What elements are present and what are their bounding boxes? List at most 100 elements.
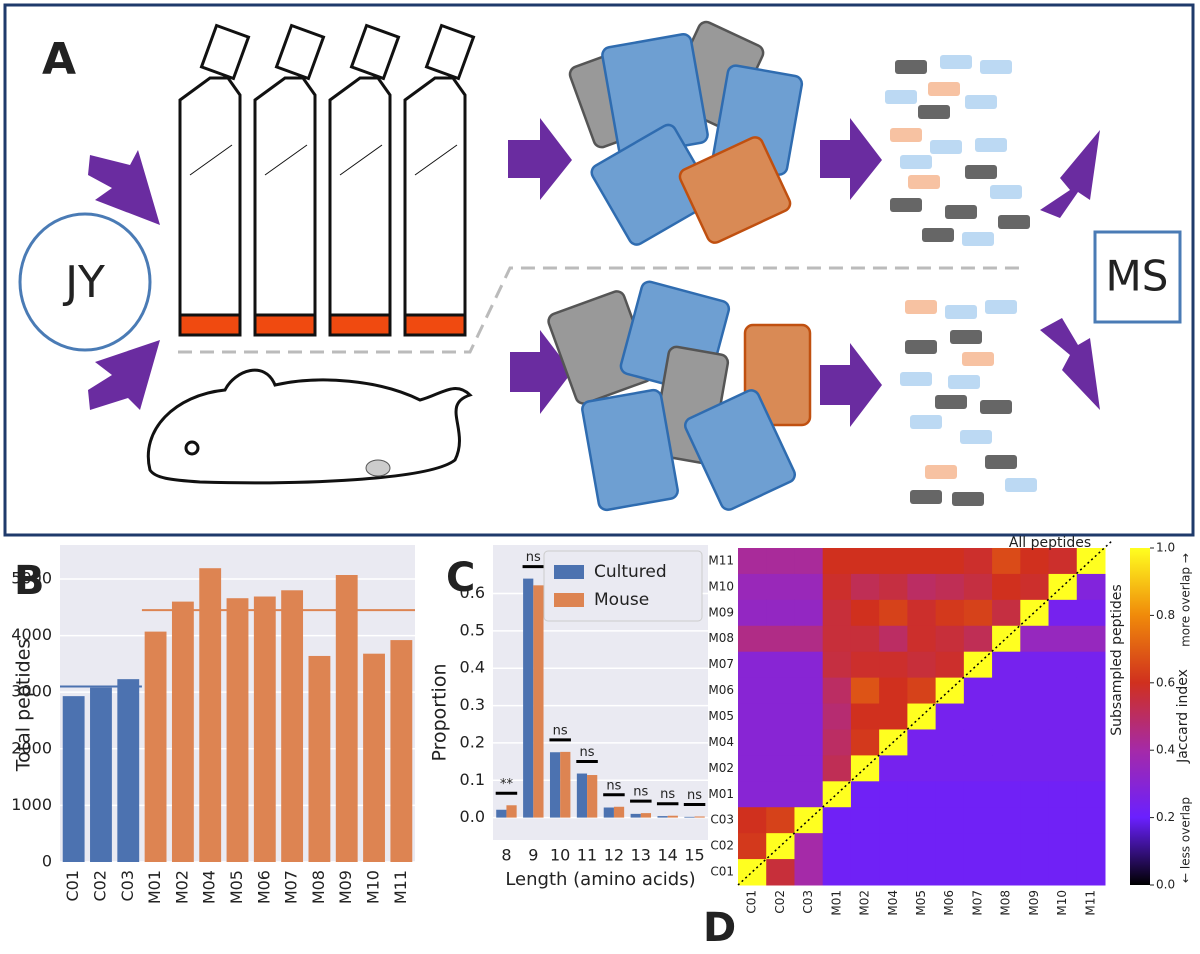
colorbar-bottom-note: ← less overlap [1179,797,1193,883]
x-tick-label: M02 [172,870,191,904]
heatmap-cell [1048,781,1078,808]
heatmap-cell [766,807,795,834]
heatmap-cell [822,677,852,705]
significance-label: ns [580,745,595,760]
heatmap-cell [822,625,852,653]
heatmap-cell [963,599,993,627]
row-label: M09 [708,605,734,619]
heatmap-cell [1076,651,1106,679]
panel-label: D [703,905,736,951]
divider [178,266,1020,354]
heatmap-cell [738,677,767,705]
column-label: M04 [886,890,900,916]
arrow [820,343,882,427]
heatmap-cell [1048,677,1078,705]
heatmap-cell [935,859,965,886]
bar [390,640,413,862]
heatmap-cell [766,781,795,808]
bar [90,687,112,862]
heatmap-cell [766,625,795,653]
heatmap-cell [822,599,852,627]
y-tick-label: 1000 [11,795,52,814]
heatmap-cell [794,625,824,653]
heatmap-cell [794,781,824,808]
bar [667,815,678,818]
heatmap-cell [794,755,824,782]
x-tick-label: C02 [90,870,109,902]
heatmap-cell [738,807,767,834]
arrow [510,330,572,414]
bar [560,751,571,818]
bar [576,773,588,818]
bar [117,679,140,862]
heatmap-cell [879,651,908,679]
peptides [885,55,1037,506]
heatmap-cell [907,859,937,886]
heatmap-cell [879,781,908,808]
x-tick-label: M01 [145,870,164,904]
heatmap-cell [850,859,880,886]
heatmap-cell [822,651,852,679]
x-tick-label: 10 [550,846,570,865]
heatmap-cell [1020,729,1050,756]
row-label: M11 [708,553,734,567]
heatmap-cell [794,859,824,886]
colorbar [1130,548,1150,885]
bar [694,816,705,818]
heatmap-cell [1076,599,1106,627]
x-axis-label: Length (amino acids) [505,869,695,890]
heatmap-cell [1020,677,1050,705]
heatmap-cell [738,833,767,860]
bar [281,590,304,862]
heatmap-cell [794,677,824,705]
bar [171,601,194,862]
y-tick-label: 0.2 [460,732,485,751]
x-tick-label: M07 [282,870,301,904]
y-tick-label: 5000 [11,568,52,587]
y-tick-label: 4000 [11,625,52,644]
heatmap-cell [935,625,965,653]
heatmap-cell [992,651,1021,679]
heatmap-cell [766,729,795,756]
heatmap-cell [992,703,1021,730]
significance-label: ns [687,788,702,803]
x-tick-label: M11 [391,870,410,904]
arrow [88,340,160,410]
heatmap-cell [935,703,965,730]
flasks [178,23,476,337]
heatmap-cell [907,807,937,834]
x-tick-label: M05 [227,870,246,904]
column-label: M10 [1055,890,1069,916]
heatmap-cell [850,703,880,730]
heatmap-cell [738,625,767,653]
row-label: C01 [710,865,734,879]
heatmap-cell [907,599,937,627]
x-tick-label: 9 [528,846,538,865]
legend-label: Mouse [594,590,649,610]
arrow [1040,130,1100,218]
y-tick-label: 0.0 [460,807,485,826]
panel-a-diagram: A JY MS [3,3,1195,537]
heatmap-cell [766,677,795,705]
bar [506,805,517,818]
row-label: C02 [710,839,734,853]
mouse-eye [184,440,200,456]
heatmap-cell [850,729,880,756]
heatmap-cell [963,548,993,575]
heatmap-cell [850,573,880,601]
heatmap-cell [738,755,767,782]
heatmap-cell [794,833,824,860]
heatmap-cell [822,548,852,575]
heatmap-cell [738,729,767,756]
heatmap-cell [794,599,824,627]
heatmap-cell [1048,807,1078,834]
heatmap-cell [992,859,1021,886]
heatmap-cell [1076,625,1106,653]
heatmap-cell [850,677,880,705]
heatmap-cell [963,807,993,834]
column-label: M06 [942,890,956,916]
heatmap-cell [1020,573,1050,601]
heatmap-cell [822,755,852,782]
heatmap-cell [766,859,795,886]
heatmap-cell [935,599,965,627]
